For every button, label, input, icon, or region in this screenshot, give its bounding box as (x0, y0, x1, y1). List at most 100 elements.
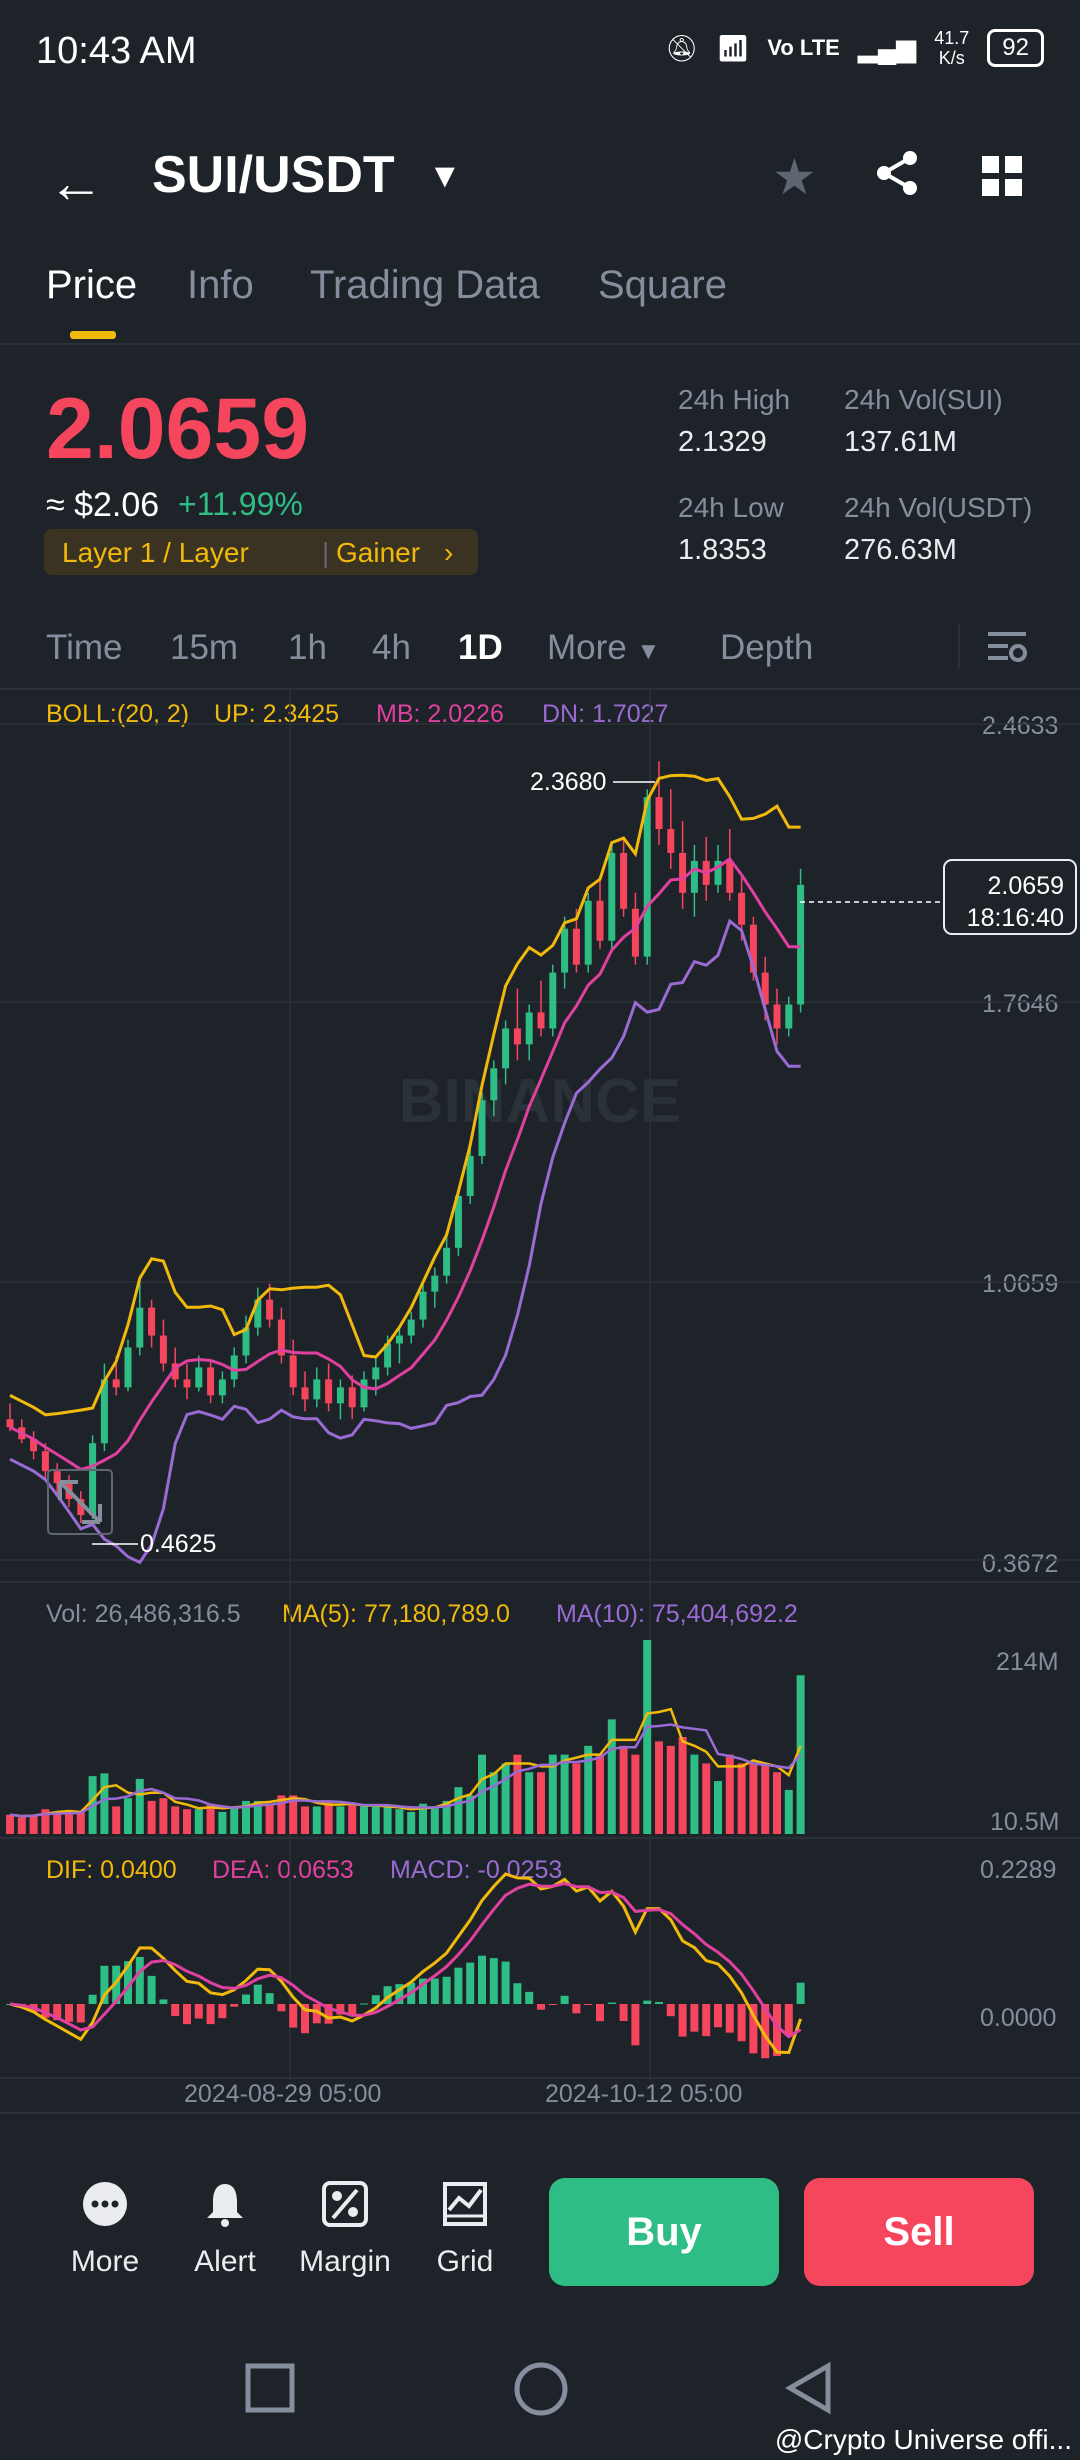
macd-bar (206, 2004, 215, 2025)
tab-square[interactable]: Square (598, 263, 727, 307)
macd-bar (631, 2004, 640, 2046)
macd-bar (253, 1984, 262, 2004)
candle-body (419, 1291, 427, 1320)
candle-body (749, 924, 757, 973)
volume-bar (454, 1787, 463, 1834)
volume-bar (124, 1798, 132, 1834)
sell-button[interactable]: Sell (804, 2178, 1034, 2286)
volume-bar (194, 1809, 203, 1834)
volume-bar (631, 1754, 640, 1834)
volume-bar (253, 1800, 262, 1834)
macd-bar (478, 1955, 486, 2004)
buy-button[interactable]: Buy (549, 2178, 779, 2286)
volume-bar (171, 1806, 180, 1834)
volume-bar (242, 1800, 250, 1834)
more-button[interactable]: More (50, 2180, 160, 2279)
macd-bar (489, 1958, 498, 2004)
macd-bar (714, 2004, 722, 2028)
alert-button[interactable]: Alert (170, 2180, 280, 2279)
volume-ma10-line (9, 1723, 802, 1818)
candle-body (537, 1012, 545, 1029)
volume-bar (430, 1806, 439, 1834)
category-tag[interactable]: Layer 1 / Layer | Gainer › (44, 529, 478, 575)
macd-bar (560, 1995, 569, 2004)
tab-info[interactable]: Info (187, 263, 254, 307)
candlestick-chart[interactable]: BINANCE 2.3680 0.4625 2.0659 18:16:40 (0, 690, 1080, 1590)
share-icon[interactable] (872, 148, 922, 210)
tf-more[interactable]: More ▼ (547, 628, 661, 667)
back-arrow-icon[interactable]: ← (48, 151, 104, 214)
volume-bar (714, 1781, 722, 1834)
grid-button[interactable]: Grid (410, 2180, 520, 2279)
candle-body (277, 1319, 285, 1356)
macd-bar (124, 1961, 132, 2004)
boll-dn-line (9, 918, 801, 1565)
grid-menu-icon[interactable] (980, 152, 1024, 210)
tf-1h[interactable]: 1h (288, 628, 327, 667)
pair-title[interactable]: SUI/USDT (152, 146, 395, 204)
tf-15m[interactable]: 15m (170, 628, 239, 667)
tab-trading-data[interactable]: Trading Data (310, 263, 540, 307)
macd-bar (572, 2004, 581, 2014)
macd-bar (643, 2000, 652, 2004)
price-axis-label: 1.0659 (982, 1270, 1059, 1298)
pair-dropdown-icon[interactable]: ▼ (428, 157, 462, 195)
macd-bar (336, 2004, 345, 2015)
macd-bar (230, 2004, 239, 2007)
margin-button[interactable]: Margin (290, 2180, 400, 2279)
volume-bar (147, 1800, 156, 1834)
candle-body (431, 1275, 439, 1292)
candle-body (454, 1195, 462, 1248)
chart-settings-icon[interactable] (986, 626, 1028, 677)
candle-body (773, 1004, 781, 1029)
macd-bar (584, 2004, 593, 2005)
tf-4h[interactable]: 4h (372, 628, 411, 667)
volume-bar (584, 1745, 593, 1834)
candle-body (525, 1012, 533, 1045)
macd-bar (242, 1994, 250, 2004)
candle-body (207, 1367, 215, 1396)
macd-bar (796, 1982, 805, 2004)
macd-bar (53, 2004, 62, 2021)
tab-price[interactable]: Price (46, 263, 138, 307)
tag-gainer: Gainer (336, 537, 421, 568)
volume-ma5-line (9, 1707, 802, 1818)
tag-category: Layer 1 / Layer (62, 537, 249, 568)
macd-bar (171, 2004, 180, 2017)
macd-bar (619, 2004, 628, 2022)
candle-body (53, 1471, 61, 1484)
tf-1d[interactable]: 1D (458, 628, 503, 667)
macd-dif-line (9, 1872, 803, 2055)
recents-icon[interactable] (242, 2360, 298, 2430)
candle-body (643, 797, 651, 957)
tf-depth[interactable]: Depth (720, 628, 814, 667)
tab-active-indicator (70, 331, 116, 339)
vol-sui-value: 137.61M (844, 426, 957, 458)
volume-bar (360, 1806, 368, 1834)
volume-bar (678, 1737, 687, 1834)
macd-bar (159, 1999, 168, 2004)
candle-body (655, 797, 663, 830)
candle-body (407, 1319, 415, 1336)
macd-bar (289, 2004, 298, 2028)
volume-bar (442, 1800, 451, 1834)
pair-header: ← SUI/USDT ▼ ★ (0, 130, 1080, 220)
volume-bar (655, 1741, 663, 1834)
back-icon[interactable] (782, 2360, 838, 2430)
volume-bar (135, 1778, 144, 1834)
divider (958, 624, 960, 668)
candle-body (584, 900, 592, 965)
candle-body (230, 1355, 238, 1380)
tf-time[interactable]: Time (46, 628, 123, 667)
volume-bar (607, 1719, 616, 1834)
macd-value: MACD: -0.0253 (390, 1856, 563, 1884)
volume-bar (17, 1817, 26, 1834)
boll-up-line (9, 773, 801, 1417)
volume-bar (100, 1773, 109, 1834)
macd-bar (395, 1984, 404, 2004)
favorite-star-icon[interactable]: ★ (772, 149, 817, 205)
expand-icon[interactable] (47, 1469, 113, 1535)
candle-body (289, 1355, 297, 1388)
home-icon[interactable] (512, 2360, 570, 2432)
candle-body (6, 1419, 14, 1428)
